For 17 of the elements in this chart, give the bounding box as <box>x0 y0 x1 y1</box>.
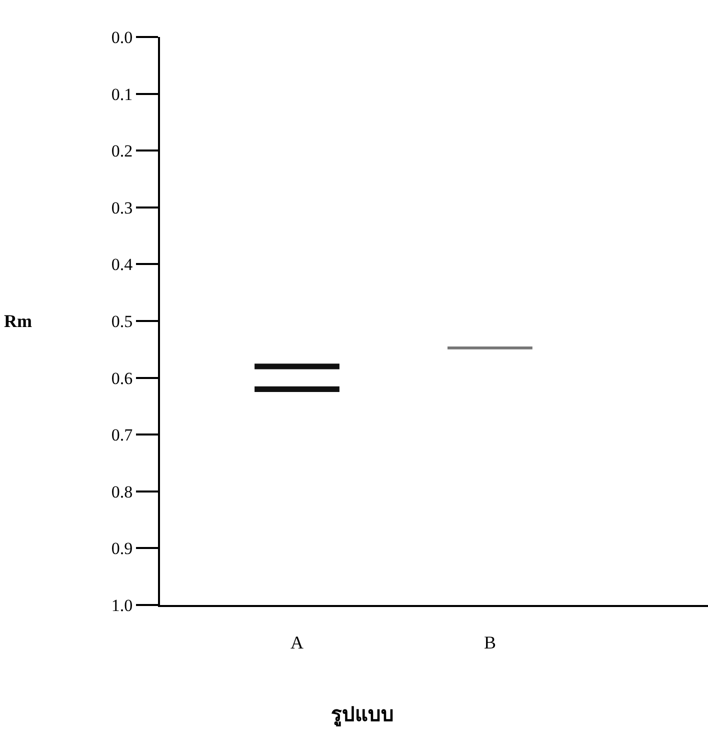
y-tick-label: 1.0 <box>111 596 133 615</box>
x-tick-label: B <box>484 632 496 653</box>
bar <box>448 346 532 350</box>
y-tick-label: 0.0 <box>111 28 133 47</box>
y-tick-label: 0.6 <box>111 368 133 388</box>
y-tick-label: 0.9 <box>111 539 133 558</box>
y-tick-label: 0.7 <box>111 426 134 445</box>
x-tick-label: A <box>290 632 304 653</box>
bar <box>254 386 340 392</box>
y-tick-label: 0.4 <box>111 255 134 274</box>
x-axis-title: รูปแบบ <box>331 704 394 728</box>
y-tick-label: 0.2 <box>111 142 133 161</box>
y-tick-label: 0.8 <box>111 482 133 502</box>
y-tick-label: 0.3 <box>111 198 133 218</box>
y-axis-title: Rm <box>4 311 32 331</box>
y-tick-label: 0.5 <box>111 312 133 331</box>
y-tick-label: 0.1 <box>111 84 133 104</box>
